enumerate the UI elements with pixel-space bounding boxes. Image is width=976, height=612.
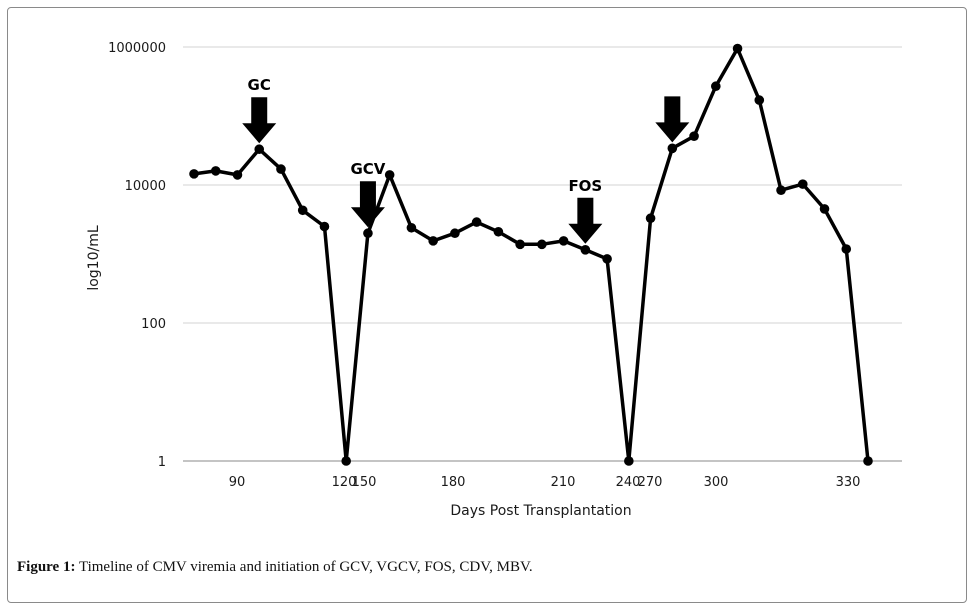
x-tick-label: 90 — [229, 475, 246, 490]
data-point — [189, 169, 199, 179]
data-point — [297, 205, 308, 216]
data-point — [232, 170, 243, 180]
data-point — [776, 185, 786, 196]
data-point — [624, 456, 634, 466]
data-point — [210, 166, 221, 176]
data-point — [428, 236, 438, 246]
y-axis-label: log10/mL — [86, 225, 102, 291]
data-point — [819, 204, 830, 214]
down-arrow-icon — [350, 181, 385, 228]
down-arrow-icon — [655, 96, 690, 143]
data-point — [558, 236, 569, 246]
data-point — [254, 144, 265, 155]
x-tick-label: 210 — [551, 475, 576, 490]
y-tick-label: 10000 — [125, 179, 166, 194]
x-tick-label: 330 — [836, 475, 861, 490]
data-point — [276, 164, 286, 174]
annotation-label: GCV — [350, 160, 385, 178]
data-point — [406, 222, 417, 233]
caption-prefix: Figure 1: — [17, 559, 76, 575]
x-tick-label: 150 — [352, 475, 377, 490]
data-point — [341, 456, 351, 466]
x-tick-label: 120 — [332, 475, 357, 490]
data-point — [667, 143, 678, 154]
data-point — [493, 226, 504, 237]
data-point — [450, 228, 460, 239]
data-point — [580, 245, 591, 255]
data-point — [363, 228, 373, 239]
data-point — [754, 95, 765, 105]
down-arrow-icon — [568, 197, 603, 244]
y-tick-labels: 1 100 10000 1000000 — [108, 41, 166, 470]
y-tick-label: 1000000 — [108, 41, 166, 56]
data-point — [471, 217, 482, 227]
figure-caption: Figure 1: Timeline of CMV viremia and in… — [17, 559, 957, 576]
caption-text: Timeline of CMV viremia and initiation o… — [75, 559, 533, 575]
y-tick-label: 1 — [158, 455, 166, 470]
data-point — [645, 213, 656, 224]
data-point — [384, 170, 395, 180]
series-group — [189, 43, 873, 466]
data-point — [841, 244, 852, 254]
series-line — [193, 46, 870, 463]
annotation-label: GC — [248, 76, 271, 94]
data-point — [689, 131, 699, 141]
down-arrow-icon — [242, 97, 277, 144]
data-point — [732, 43, 743, 54]
data-point — [515, 239, 525, 250]
data-point — [537, 239, 547, 250]
figure-frame — [7, 7, 967, 603]
x-tick-label: 300 — [704, 475, 729, 490]
annotation-label: FOS — [568, 177, 602, 195]
x-axis-label: Days Post Transplantation — [450, 503, 631, 519]
data-point — [319, 221, 330, 232]
gridlines — [183, 46, 902, 324]
data-point — [711, 81, 721, 92]
x-tick-label: 240 — [616, 475, 641, 490]
data-point — [602, 254, 612, 264]
data-point — [863, 456, 873, 466]
x-tick-label: 270 — [638, 475, 663, 490]
x-tick-label: 180 — [441, 475, 466, 490]
data-point — [797, 179, 808, 189]
y-tick-label: 100 — [141, 317, 166, 332]
annotations: GC GCV FOS — [242, 76, 690, 244]
